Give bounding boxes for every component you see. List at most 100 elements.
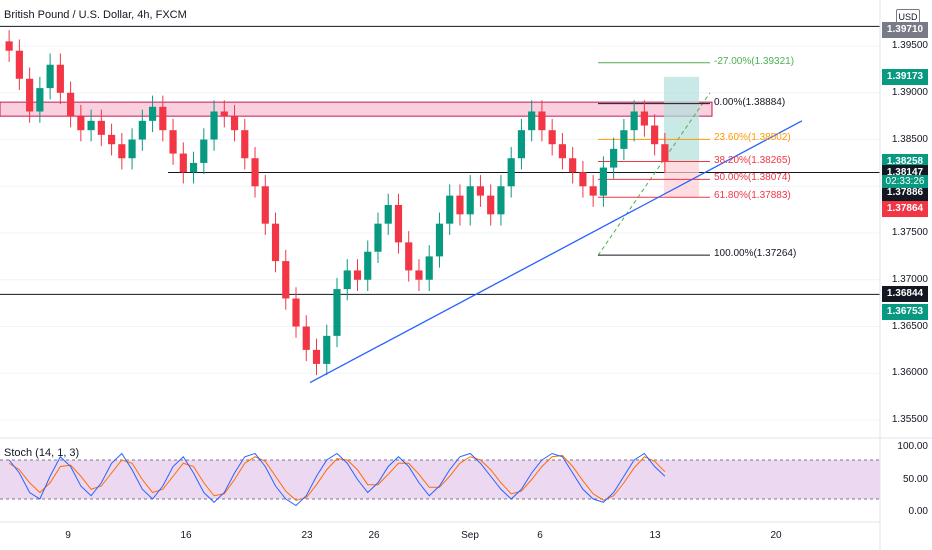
time-axis-label: 16 <box>180 530 192 541</box>
candle-body <box>159 106 167 131</box>
fib-level-label: 50.00%(1.38074) <box>714 172 791 184</box>
fib-level-label: 100.00%(1.37264) <box>714 248 797 260</box>
resistance-zone[interactable] <box>0 101 713 117</box>
price-tag: 1.36753 <box>882 303 928 320</box>
price-tag: 1.39710 <box>882 22 928 38</box>
candle-body <box>118 144 126 159</box>
candle-body <box>241 130 249 159</box>
time-axis-label: 9 <box>65 530 71 541</box>
candle-body <box>67 92 75 117</box>
candle-body <box>292 298 300 327</box>
time-axis-label: 20 <box>770 530 782 541</box>
stoch-axis-label: 100.00 <box>897 441 928 452</box>
price-axis-label: 1.37500 <box>891 227 928 239</box>
candle-body <box>333 289 341 336</box>
candle-body <box>558 144 567 159</box>
trendline[interactable] <box>309 120 803 384</box>
candle-body <box>56 64 64 93</box>
price-axis-label: 1.35500 <box>891 414 928 425</box>
fib-level-label: 0.00%(1.38884) <box>714 96 786 108</box>
candle-body <box>36 88 44 112</box>
candle-body <box>77 116 85 131</box>
candle-body <box>579 172 587 187</box>
candle-body <box>466 186 474 215</box>
time-axis-label: 13 <box>649 530 661 541</box>
candle-body <box>661 144 669 162</box>
fib-level-label: -27.00%(1.39321) <box>714 55 795 67</box>
symbol-title[interactable]: British Pound / U.S. Dollar, 4h, FXCM <box>4 9 187 21</box>
profit-zone <box>664 76 699 162</box>
candle-body <box>528 111 536 131</box>
fib-level-label: 23.60%(1.38502) <box>714 132 791 144</box>
candle-body <box>507 158 515 187</box>
candle-body <box>415 270 423 280</box>
candle-body <box>169 130 177 154</box>
candle-body <box>26 78 34 112</box>
stoch-axis-label: 50.00 <box>902 473 928 485</box>
price-axis-label: 1.37000 <box>891 273 928 285</box>
candle-body <box>179 153 187 173</box>
candle-body <box>405 242 413 271</box>
candle-body <box>312 349 321 364</box>
fib-diagonal <box>597 92 711 256</box>
fib-level-label: 61.80%(1.37883) <box>714 190 791 202</box>
candle-body <box>651 125 659 145</box>
candle-body <box>200 139 208 163</box>
candle-body <box>640 111 648 126</box>
candle-body <box>138 120 146 140</box>
candle-body <box>87 120 95 131</box>
candlestick-series <box>5 30 669 376</box>
candle-body <box>599 167 607 196</box>
time-axis-label: 26 <box>368 530 380 541</box>
candle-body <box>261 186 269 224</box>
candle-body <box>630 111 638 131</box>
fib-level-label: 38.20%(1.38265) <box>714 154 791 166</box>
candle-body <box>5 41 13 51</box>
candle-body <box>456 195 464 215</box>
stoch-band <box>0 460 880 499</box>
price-tag: 1.36844 <box>882 286 928 303</box>
candle-body <box>548 130 556 145</box>
candle-body <box>15 50 23 79</box>
candle-body <box>302 326 310 350</box>
stochastic-pane <box>0 452 880 507</box>
candle-body <box>476 186 485 196</box>
candle-body <box>374 223 382 252</box>
candle-body <box>620 130 628 149</box>
candle-body <box>107 134 116 145</box>
price-axis-label: 1.36000 <box>891 367 928 379</box>
candle-body <box>97 120 105 135</box>
stoch-d-line <box>8 454 666 501</box>
price-tag: 1.37886 <box>882 184 928 201</box>
candle-body <box>610 148 618 168</box>
candle-body <box>353 270 362 280</box>
candle-body <box>189 162 198 173</box>
time-axis-label: 6 <box>537 530 543 541</box>
candle-body <box>323 335 331 364</box>
candle-body <box>210 111 218 140</box>
candle-body <box>446 195 454 224</box>
horizontal-levels[interactable] <box>0 25 880 295</box>
candle-body <box>435 223 444 257</box>
candle-body <box>251 158 259 187</box>
time-axis-label: 23 <box>301 530 313 541</box>
candle-body <box>517 130 526 159</box>
price-tag: 1.39173 <box>882 68 928 85</box>
candle-body <box>497 186 505 215</box>
stoch-indicator-label[interactable]: Stoch (14, 1, 3) <box>4 447 80 459</box>
candle-body <box>282 261 290 299</box>
candle-body <box>538 111 546 131</box>
candle-body <box>384 204 392 224</box>
candle-body <box>589 186 597 196</box>
candle-body <box>148 106 157 121</box>
candle-body <box>364 251 372 280</box>
stoch-k-line <box>8 452 666 507</box>
candle-body <box>343 270 351 290</box>
candle-body <box>230 116 239 131</box>
candle-body <box>46 64 54 89</box>
price-axis-label: 1.38500 <box>891 133 928 145</box>
candle-body <box>271 223 280 262</box>
price-axis-label: 1.39000 <box>891 86 928 98</box>
candle-body <box>128 139 136 159</box>
